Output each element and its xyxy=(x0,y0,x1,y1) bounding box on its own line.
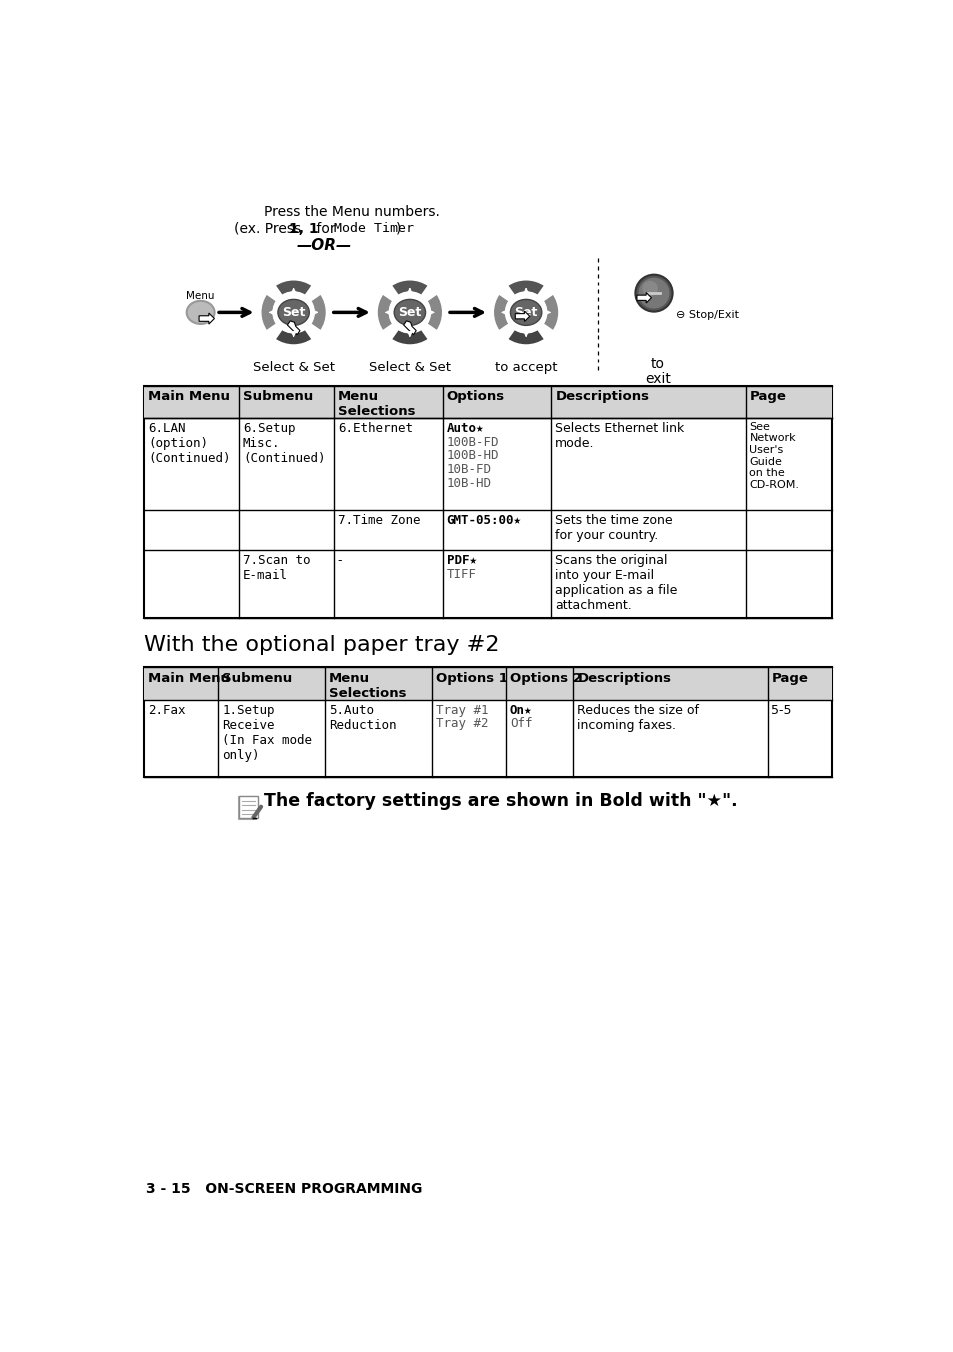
Text: Set: Set xyxy=(514,306,537,319)
Text: 5-5: 5-5 xyxy=(771,703,791,717)
Text: 6.Ethernet: 6.Ethernet xyxy=(337,422,413,435)
Wedge shape xyxy=(391,280,429,296)
Text: to accept: to accept xyxy=(495,361,557,375)
Text: Main Menu: Main Menu xyxy=(148,672,230,685)
Text: exit: exit xyxy=(644,372,670,387)
Text: for: for xyxy=(312,222,340,235)
Wedge shape xyxy=(507,280,544,296)
Text: Options 2: Options 2 xyxy=(510,672,581,685)
Wedge shape xyxy=(310,293,327,331)
Text: The factory settings are shown in Bold with "★".: The factory settings are shown in Bold w… xyxy=(264,792,737,810)
Text: Submenu: Submenu xyxy=(243,391,313,403)
Text: Options: Options xyxy=(446,391,504,403)
Text: 10B-HD: 10B-HD xyxy=(446,477,491,491)
Text: Off: Off xyxy=(510,718,532,730)
Bar xyxy=(237,796,256,819)
Text: Page: Page xyxy=(771,672,807,685)
Text: On★: On★ xyxy=(510,703,532,717)
Text: Select & Set: Select & Set xyxy=(253,361,335,375)
Text: Sets the time zone
for your country.: Sets the time zone for your country. xyxy=(555,514,672,542)
Text: 5.Auto
Reduction: 5.Auto Reduction xyxy=(329,703,396,731)
Circle shape xyxy=(390,292,429,333)
Text: Page: Page xyxy=(749,391,785,403)
Text: 3 - 15   ON-SCREEN PROGRAMMING: 3 - 15 ON-SCREEN PROGRAMMING xyxy=(146,1183,422,1197)
Polygon shape xyxy=(403,320,416,335)
Text: 10B-FD: 10B-FD xyxy=(446,464,491,476)
Circle shape xyxy=(638,277,669,308)
Text: Options 1: Options 1 xyxy=(436,672,507,685)
Wedge shape xyxy=(542,293,558,331)
Text: Select & Set: Select & Set xyxy=(369,361,451,375)
Text: to: to xyxy=(650,357,664,370)
Text: Auto★: Auto★ xyxy=(446,422,483,435)
Text: 7.Time Zone: 7.Time Zone xyxy=(337,514,420,527)
Text: Scans the original
into your E-mail
application as a file
attachment.: Scans the original into your E-mail appl… xyxy=(555,554,677,612)
Wedge shape xyxy=(507,329,544,345)
Text: (ex. Press: (ex. Press xyxy=(233,222,305,235)
Circle shape xyxy=(260,280,327,345)
Text: 7.Scan to
E-mail: 7.Scan to E-mail xyxy=(243,554,310,583)
Ellipse shape xyxy=(510,299,541,326)
Wedge shape xyxy=(493,293,509,331)
Ellipse shape xyxy=(187,301,214,324)
Text: Selects Ethernet link
mode.: Selects Ethernet link mode. xyxy=(555,422,684,450)
Circle shape xyxy=(376,280,442,345)
Wedge shape xyxy=(391,329,429,345)
Text: 6.Setup
Misc.
(Continued): 6.Setup Misc. (Continued) xyxy=(243,422,325,465)
Circle shape xyxy=(274,292,314,333)
Bar xyxy=(144,385,831,618)
Text: Main Menu: Main Menu xyxy=(148,391,230,403)
Text: Menu
Selections: Menu Selections xyxy=(337,391,415,418)
Bar xyxy=(239,796,257,818)
Text: 100B-HD: 100B-HD xyxy=(446,449,498,462)
Text: 1, 1: 1, 1 xyxy=(289,222,318,235)
Polygon shape xyxy=(287,320,299,335)
Text: Set: Set xyxy=(397,306,421,319)
Text: Reduces the size of
incoming faxes.: Reduces the size of incoming faxes. xyxy=(577,703,699,731)
Text: ⊖ Stop/Exit: ⊖ Stop/Exit xyxy=(675,310,738,320)
Text: TIFF: TIFF xyxy=(446,568,476,581)
Text: Tray #2: Tray #2 xyxy=(436,718,488,730)
Bar xyxy=(144,668,831,776)
Wedge shape xyxy=(426,293,442,331)
Text: Submenu: Submenu xyxy=(222,672,293,685)
Text: See
Network
User's
Guide
on the
CD-ROM.: See Network User's Guide on the CD-ROM. xyxy=(749,422,799,489)
Text: PDF★: PDF★ xyxy=(446,554,476,568)
Text: -: - xyxy=(337,554,342,568)
Text: Mode Timer: Mode Timer xyxy=(334,222,414,234)
Polygon shape xyxy=(199,314,214,324)
Text: Menu: Menu xyxy=(186,291,214,301)
Text: GMT-05:00★: GMT-05:00★ xyxy=(446,514,521,527)
Circle shape xyxy=(641,281,658,296)
Ellipse shape xyxy=(277,299,309,326)
Ellipse shape xyxy=(394,299,425,326)
Text: —OR—: —OR— xyxy=(296,238,352,253)
Wedge shape xyxy=(274,280,313,296)
Circle shape xyxy=(506,292,545,333)
Wedge shape xyxy=(376,293,394,331)
Text: Press the Menu numbers.: Press the Menu numbers. xyxy=(264,204,439,219)
Text: With the optional paper tray #2: With the optional paper tray #2 xyxy=(144,635,499,654)
Bar xyxy=(144,668,831,700)
Text: 2.Fax: 2.Fax xyxy=(148,703,185,717)
Circle shape xyxy=(493,280,558,345)
Text: Descriptions: Descriptions xyxy=(577,672,671,685)
Polygon shape xyxy=(515,311,529,322)
Text: Menu
Selections: Menu Selections xyxy=(329,672,406,700)
Text: Tray #1: Tray #1 xyxy=(436,703,488,717)
Bar xyxy=(144,385,831,418)
Wedge shape xyxy=(274,329,313,345)
Text: ): ) xyxy=(395,222,401,235)
Circle shape xyxy=(635,274,672,311)
Polygon shape xyxy=(637,292,651,303)
Text: Set: Set xyxy=(282,306,305,319)
Text: 6.LAN
(option)
(Continued): 6.LAN (option) (Continued) xyxy=(148,422,231,465)
Text: Descriptions: Descriptions xyxy=(555,391,649,403)
Wedge shape xyxy=(260,293,277,331)
Text: 1.Setup
Receive
(In Fax mode
only): 1.Setup Receive (In Fax mode only) xyxy=(222,703,312,761)
Text: 100B-FD: 100B-FD xyxy=(446,435,498,449)
